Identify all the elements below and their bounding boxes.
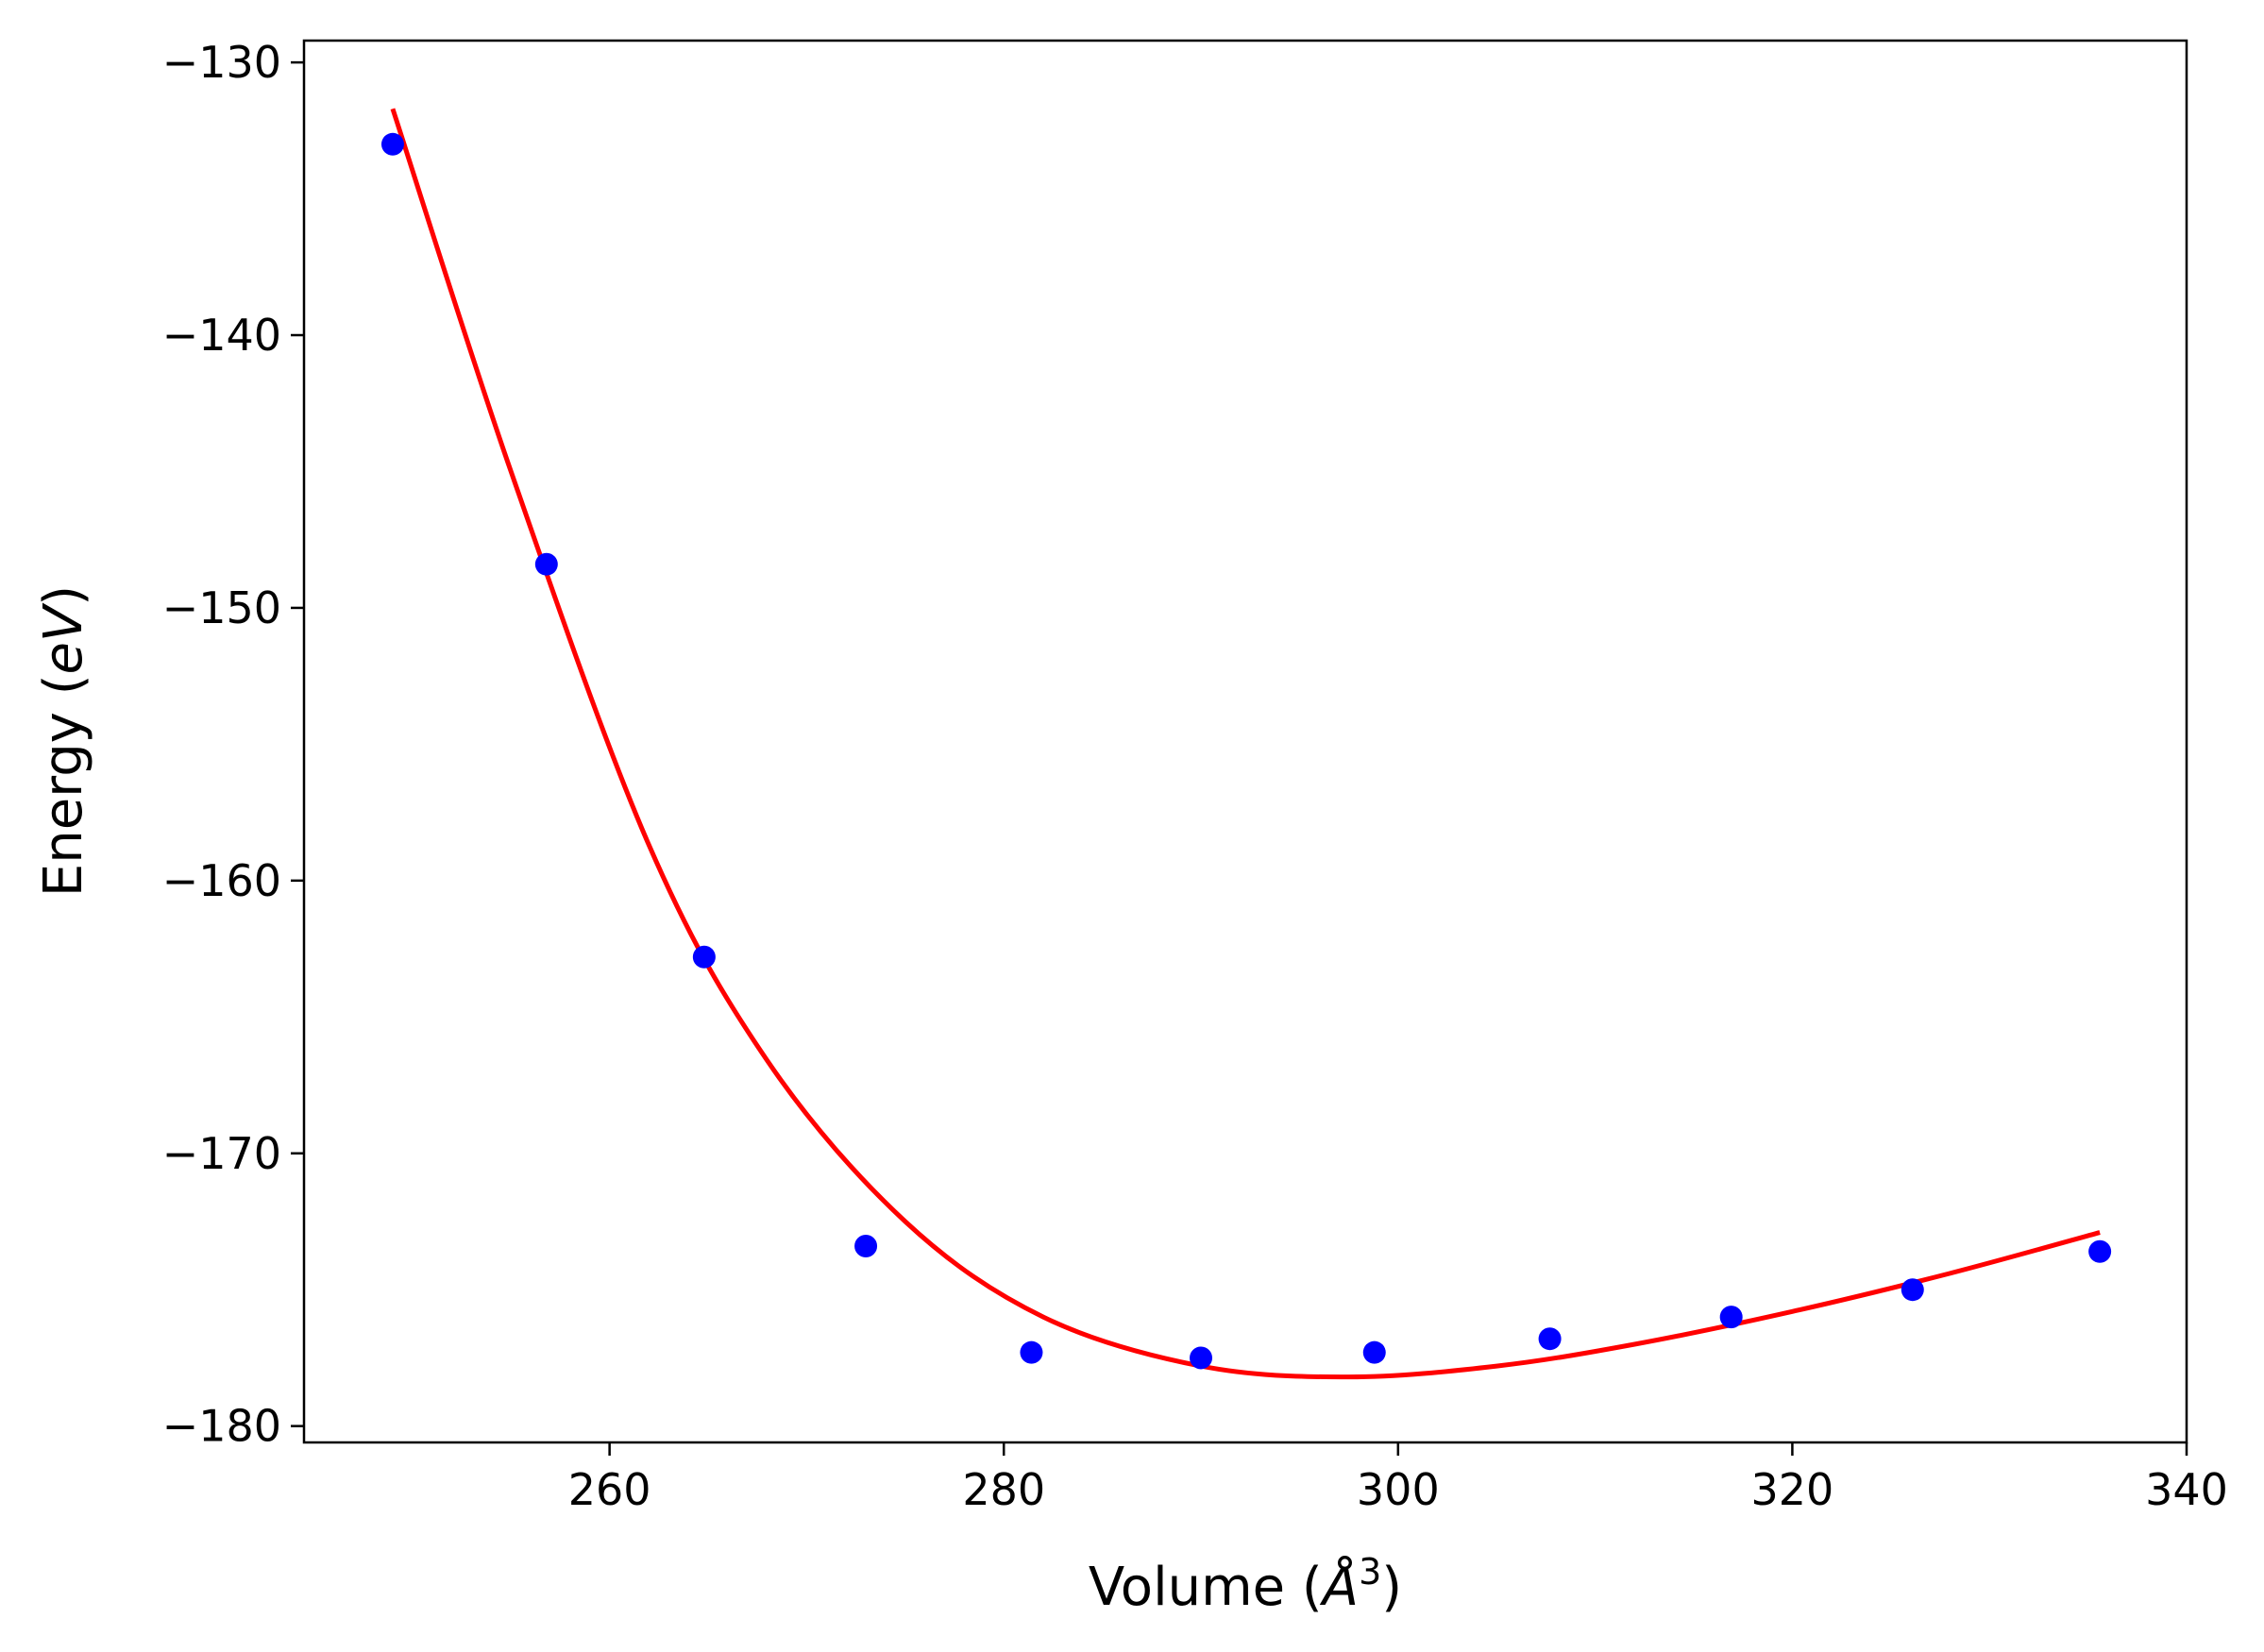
x-axis-label: Volume (Å3) [1089, 1551, 1402, 1618]
data-point [2088, 1239, 2112, 1263]
data-point [534, 552, 558, 576]
data-point [1901, 1278, 1924, 1302]
data-point [1719, 1306, 1743, 1329]
data-point [380, 132, 404, 156]
x-tick-label: 320 [1751, 1464, 1834, 1515]
x-tick-label: 300 [1357, 1464, 1440, 1515]
fit-curve-layer [390, 108, 2101, 1380]
data-point [1362, 1340, 1386, 1364]
data-point [692, 945, 716, 969]
fit-curve [390, 108, 2101, 1380]
x-tick-label: 260 [568, 1464, 651, 1515]
y-tick-label: −180 [162, 1401, 281, 1452]
y-tick-label: −150 [162, 582, 281, 633]
y-tick-label: −170 [162, 1128, 281, 1179]
data-points-layer [380, 132, 2112, 1370]
y-axis-label: Energy (eV) [33, 585, 94, 897]
data-point [1020, 1340, 1043, 1364]
plot-area-frame [302, 39, 2188, 1444]
y-tick-label: −160 [162, 855, 281, 906]
data-point [1190, 1346, 1213, 1370]
axis-ticks: 260 280 300 320 340 −180 −170 −160 −150 −140 −130 [162, 37, 2228, 1515]
x-tick-label: 340 [2145, 1464, 2228, 1515]
y-tick-label: −140 [162, 310, 281, 361]
x-tick-label: 280 [962, 1464, 1045, 1515]
y-tick-label: −130 [162, 37, 281, 88]
data-point [1538, 1327, 1562, 1351]
data-point [854, 1234, 878, 1257]
